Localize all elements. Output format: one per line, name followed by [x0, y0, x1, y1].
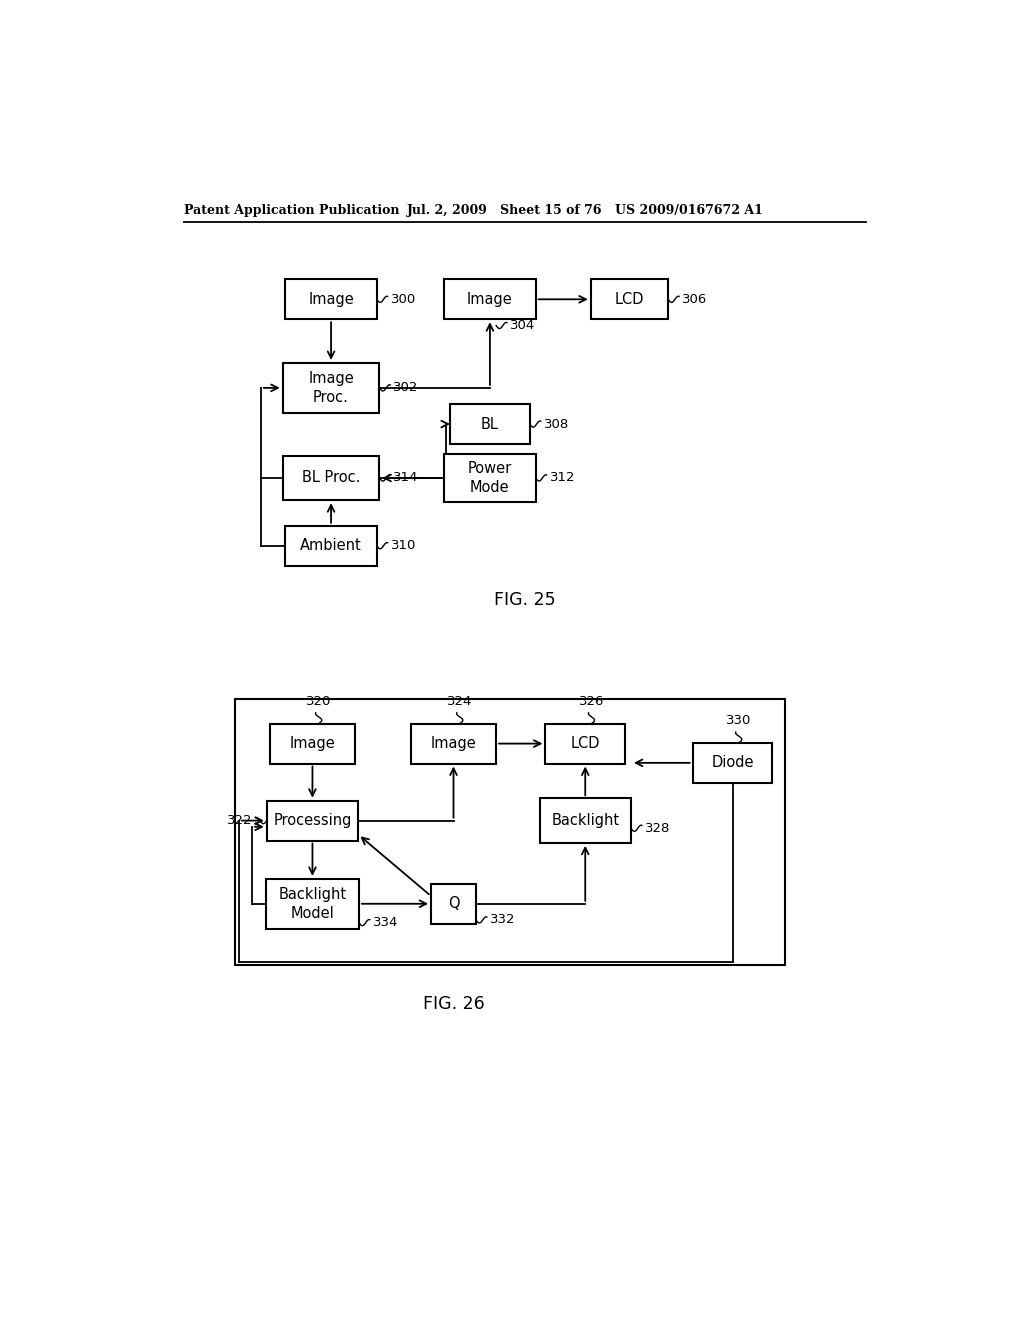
Text: Backlight: Backlight — [279, 887, 346, 902]
FancyBboxPatch shape — [266, 879, 359, 929]
Text: Image: Image — [308, 371, 354, 385]
Text: FIG. 26: FIG. 26 — [423, 995, 484, 1012]
FancyBboxPatch shape — [444, 280, 536, 319]
Text: Patent Application Publication: Patent Application Publication — [183, 205, 399, 218]
Text: 328: 328 — [645, 822, 671, 834]
FancyBboxPatch shape — [283, 363, 380, 413]
FancyBboxPatch shape — [692, 743, 772, 783]
Text: 314: 314 — [393, 471, 419, 484]
FancyBboxPatch shape — [450, 404, 529, 444]
FancyBboxPatch shape — [286, 280, 377, 319]
FancyBboxPatch shape — [591, 280, 669, 319]
Text: LCD: LCD — [570, 737, 600, 751]
FancyBboxPatch shape — [431, 884, 476, 924]
Text: LCD: LCD — [614, 292, 644, 306]
Text: 330: 330 — [726, 714, 752, 727]
FancyBboxPatch shape — [283, 455, 380, 500]
Text: Proc.: Proc. — [313, 389, 349, 405]
Text: BL: BL — [481, 417, 499, 432]
Text: 322: 322 — [227, 814, 253, 828]
Text: 334: 334 — [373, 916, 398, 929]
Text: BL Proc.: BL Proc. — [302, 470, 360, 486]
Text: 306: 306 — [682, 293, 708, 306]
Text: US 2009/0167672 A1: US 2009/0167672 A1 — [614, 205, 763, 218]
Text: 312: 312 — [550, 471, 575, 484]
Text: Image: Image — [290, 737, 335, 751]
Text: Ambient: Ambient — [300, 539, 361, 553]
Text: Processing: Processing — [273, 813, 351, 828]
Text: Power: Power — [468, 462, 512, 477]
Text: FIG. 25: FIG. 25 — [494, 590, 556, 609]
Text: Q: Q — [447, 896, 460, 911]
Text: Model: Model — [291, 906, 334, 921]
FancyBboxPatch shape — [266, 800, 358, 841]
Text: 326: 326 — [579, 696, 604, 708]
Text: Image: Image — [431, 737, 476, 751]
Text: 308: 308 — [544, 417, 569, 430]
FancyBboxPatch shape — [270, 723, 355, 763]
Text: 310: 310 — [391, 539, 416, 552]
Text: Diode: Diode — [712, 755, 754, 771]
FancyBboxPatch shape — [444, 454, 536, 502]
Text: 332: 332 — [489, 913, 515, 927]
Text: Backlight: Backlight — [551, 813, 620, 828]
Text: 300: 300 — [391, 293, 416, 306]
Text: Mode: Mode — [470, 479, 510, 495]
FancyBboxPatch shape — [546, 723, 626, 763]
Text: 304: 304 — [510, 319, 536, 333]
Text: Image: Image — [308, 292, 354, 306]
FancyBboxPatch shape — [540, 799, 631, 843]
Text: 302: 302 — [393, 381, 419, 395]
Text: 324: 324 — [447, 696, 472, 708]
FancyBboxPatch shape — [411, 723, 496, 763]
Text: Image: Image — [467, 292, 513, 306]
Text: Sheet 15 of 76: Sheet 15 of 76 — [500, 205, 601, 218]
FancyBboxPatch shape — [286, 525, 377, 566]
Text: 320: 320 — [306, 696, 332, 708]
Text: Jul. 2, 2009: Jul. 2, 2009 — [407, 205, 487, 218]
